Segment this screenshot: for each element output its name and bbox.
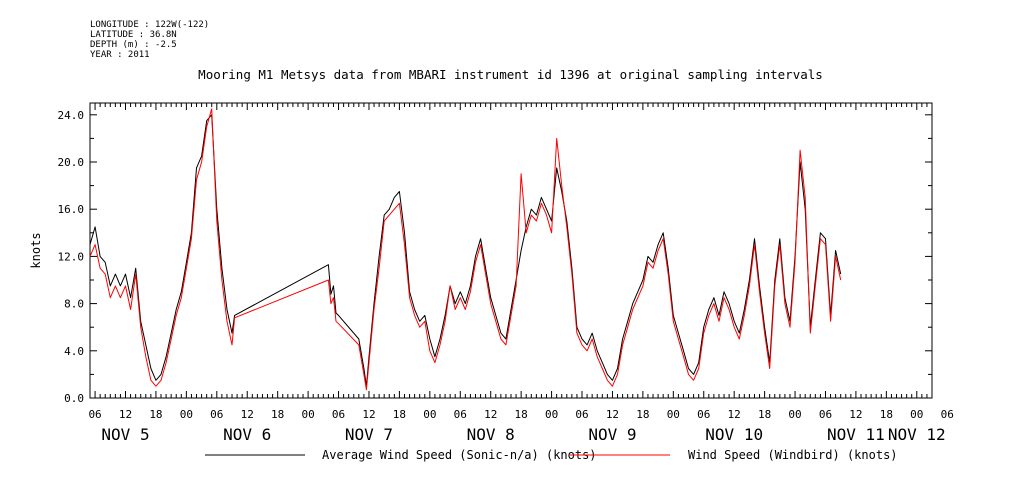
y-tick-label: 8.0: [64, 298, 84, 311]
legend-label-2: Wind Speed (Windbird) (knots): [688, 448, 898, 462]
x-tick-label: 06: [332, 408, 345, 421]
latitude-label: LATITUDE : 36.8N: [90, 30, 177, 40]
x-tick-label: 00: [910, 408, 923, 421]
x-tick-label: 00: [545, 408, 558, 421]
x-day-label: NOV 9: [588, 425, 636, 444]
x-tick-label: 06: [575, 408, 588, 421]
y-tick-label: 16.0: [58, 203, 85, 216]
plot-frame: [89, 102, 933, 399]
x-tick-label: 12: [362, 408, 375, 421]
legend-label-1: Average Wind Speed (Sonic-n/a) (knots): [322, 448, 597, 462]
chart-title: Mooring M1 Metsys data from MBARI instru…: [198, 67, 823, 82]
x-tick-label: 18: [758, 408, 771, 421]
x-tick-label: 12: [606, 408, 619, 421]
series-line-2: [89, 108, 842, 391]
x-day-label: NOV 10: [705, 425, 763, 444]
station-metadata: LONGITUDE : 122W(-122) LATITUDE : 36.8N …: [90, 20, 209, 60]
x-tick-label: 06: [697, 408, 710, 421]
x-tick-label: 06: [819, 408, 832, 421]
x-tick-label: 12: [728, 408, 741, 421]
x-tick-label: 12: [849, 408, 862, 421]
x-tick-label: 00: [788, 408, 801, 421]
x-day-label: NOV 12: [888, 425, 946, 444]
x-tick-label: 00: [667, 408, 680, 421]
x-day-label: NOV 8: [467, 425, 515, 444]
x-tick-label: 12: [119, 408, 132, 421]
x-tick-label: 12: [241, 408, 254, 421]
plot-axes: [89, 102, 933, 399]
x-day-label: NOV 7: [345, 425, 393, 444]
depth-label: DEPTH (m) : -2.5: [90, 40, 177, 50]
series-line-1: [89, 114, 842, 387]
longitude-label: LONGITUDE : 122W(-122): [90, 20, 210, 30]
x-day-label: NOV 5: [101, 425, 149, 444]
legend: Average Wind Speed (Sonic-n/a) (knots) Wi…: [205, 448, 898, 462]
x-tick-label: 18: [880, 408, 893, 421]
x-tick-label: 00: [180, 408, 193, 421]
year-label: YEAR : 2011: [90, 50, 150, 60]
x-tick-label: 00: [301, 408, 314, 421]
x-tick-label: 06: [88, 408, 101, 421]
y-tick-label: 24.0: [58, 109, 85, 122]
x-tick-label: 06: [210, 408, 223, 421]
y-tick-label: 0.0: [64, 392, 84, 405]
x-day-label: NOV 6: [223, 425, 271, 444]
x-tick-label: 06: [454, 408, 467, 421]
x-tick-label: 06: [941, 408, 954, 421]
y-tick-label: 20.0: [58, 156, 85, 169]
x-tick-label: 12: [484, 408, 497, 421]
x-tick-label: 00: [423, 408, 436, 421]
axis-labels: 0.0 4.0 8.0 12.0 16.0 20.0 24.0 knots 06 12 18 00 06…: [29, 109, 954, 444]
y-tick-label: 4.0: [64, 345, 84, 358]
x-tick-label: 18: [393, 408, 406, 421]
x-day-label: NOV 11: [827, 425, 885, 444]
series-layer: [89, 108, 842, 391]
x-tick-label: 18: [271, 408, 284, 421]
x-tick-label: 18: [515, 408, 528, 421]
x-tick-label: 18: [636, 408, 649, 421]
y-tick-label: 12.0: [58, 250, 85, 263]
y-axis-label: knots: [29, 232, 43, 268]
x-tick-label: 18: [149, 408, 162, 421]
